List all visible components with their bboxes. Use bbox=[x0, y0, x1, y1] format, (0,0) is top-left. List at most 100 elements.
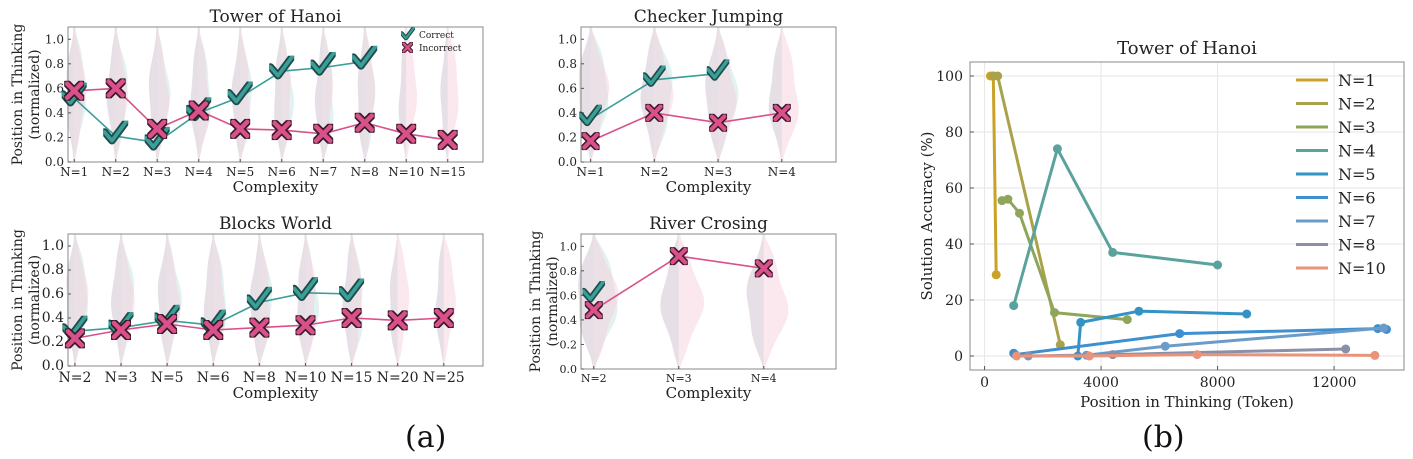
legend-incorrect-icon bbox=[404, 44, 412, 52]
y-tick-label: 0.8 bbox=[42, 262, 64, 278]
incorrect-marker bbox=[150, 122, 164, 136]
legend-correct-label: Correct bbox=[419, 31, 454, 41]
y-tick-label: 0.6 bbox=[42, 286, 64, 302]
density-correct bbox=[654, 27, 673, 162]
y-tick-label: 0.4 bbox=[560, 314, 578, 327]
series-point bbox=[1009, 301, 1019, 311]
x-tick-label: N=3 bbox=[666, 372, 692, 385]
density-incorrect bbox=[281, 27, 291, 162]
x-tick-label: N=5 bbox=[226, 165, 254, 179]
density-incorrect bbox=[213, 234, 226, 366]
incorrect-marker bbox=[358, 116, 372, 130]
legend-label: N=2 bbox=[1338, 95, 1376, 114]
x-tick-label: N=25 bbox=[423, 370, 465, 386]
incorrect-marker bbox=[648, 107, 661, 120]
y-tick-label: 1.0 bbox=[42, 238, 64, 254]
y-axis-label: Position in Thinking bbox=[10, 24, 26, 166]
series-point bbox=[1076, 317, 1086, 327]
incorrect-marker bbox=[233, 122, 247, 136]
density-overlap bbox=[746, 234, 764, 369]
series-line bbox=[1076, 309, 1247, 357]
series-point bbox=[1242, 309, 1252, 319]
y-tick-label: 0.2 bbox=[558, 130, 577, 144]
x-tick-label: 12000 bbox=[1312, 375, 1357, 391]
y-tick-label: 20 bbox=[945, 293, 963, 309]
density-incorrect bbox=[443, 234, 456, 366]
incorrect-marker bbox=[275, 123, 289, 137]
density-overlap bbox=[357, 27, 365, 162]
x-tick-label: N=2 bbox=[102, 165, 130, 179]
legend-label: N=8 bbox=[1338, 236, 1376, 255]
series-point bbox=[1003, 194, 1013, 204]
x-tick-label: N=15 bbox=[430, 165, 466, 179]
incorrect-marker bbox=[192, 104, 206, 118]
x-tick-label: N=4 bbox=[751, 372, 777, 385]
legend-label: N=7 bbox=[1338, 212, 1376, 231]
x-tick-label: N=10 bbox=[285, 370, 327, 386]
density-incorrect bbox=[654, 27, 674, 162]
chart-hanoi-a: 0.0 0.2 0.4 0.6 0.8 1.0 N=1 N=2 N=3 N=4 N=5 N=6 N=7 N… bbox=[10, 7, 484, 196]
x-axis-label: Complexity bbox=[233, 384, 319, 402]
chart-blocks-a: 0.0 0.2 0.4 0.6 0.8 1.0 N=2 N=3 N=5 N=6 N=8 N=10 N=1… bbox=[10, 214, 484, 402]
y-tick-label: 1.0 bbox=[45, 32, 64, 46]
incorrect-marker bbox=[673, 250, 686, 263]
density-overlap bbox=[640, 27, 655, 162]
density-incorrect bbox=[781, 27, 799, 162]
incorrect-marker bbox=[776, 107, 789, 120]
density-correct bbox=[593, 234, 618, 369]
density-overlap bbox=[435, 234, 444, 366]
density-overlap bbox=[274, 27, 282, 162]
series-point bbox=[991, 270, 1001, 280]
incorrect-marker bbox=[206, 323, 220, 337]
incorrect-marker bbox=[67, 84, 81, 98]
incorrect-marker bbox=[588, 304, 601, 317]
series-point bbox=[993, 71, 1003, 81]
density-incorrect bbox=[121, 234, 135, 366]
incorrect-marker bbox=[441, 133, 455, 147]
legend-correct-icon bbox=[402, 27, 415, 38]
series-line bbox=[1016, 353, 1375, 358]
series-point bbox=[1370, 350, 1380, 360]
chart-river-a: 0.0 0.2 0.4 0.6 0.8 1.0 N=2 N=3 N=4 River Crosing… bbox=[528, 214, 837, 402]
x-tick-label: N=3 bbox=[105, 370, 138, 386]
x-tick-label: N=6 bbox=[197, 370, 230, 386]
y-axis-label: (normalized) bbox=[27, 49, 43, 139]
density-incorrect bbox=[678, 234, 705, 369]
series-point bbox=[1192, 350, 1202, 360]
density-incorrect bbox=[763, 234, 789, 369]
y-tick-label: 40 bbox=[945, 237, 963, 253]
y-axis-label: (normalized) bbox=[545, 256, 561, 346]
y-tick-label: 1.0 bbox=[558, 32, 577, 46]
y-tick-label: 0.0 bbox=[560, 363, 578, 376]
chart-title: Checker Jumping bbox=[634, 7, 784, 27]
density-overlap bbox=[660, 234, 679, 369]
incorrect-marker bbox=[114, 323, 128, 337]
density-incorrect bbox=[718, 27, 737, 162]
x-tick-label: N=15 bbox=[331, 370, 373, 386]
incorrect-marker bbox=[758, 262, 771, 275]
density-overlap bbox=[190, 27, 199, 162]
y-axis-label: Position in Thinking bbox=[10, 229, 26, 371]
x-tick-label: N=1 bbox=[576, 165, 604, 179]
x-tick-label: N=2 bbox=[640, 165, 668, 179]
x-tick-label: 4000 bbox=[1083, 375, 1119, 391]
x-tick-label: N=7 bbox=[309, 165, 337, 179]
y-tick-label: 0.2 bbox=[45, 130, 64, 144]
chart-title: Blocks World bbox=[219, 214, 332, 234]
caption-b: (b) bbox=[1142, 420, 1185, 455]
y-tick-label: 80 bbox=[945, 125, 963, 141]
incorrect-marker bbox=[437, 311, 451, 325]
incorrect-marker bbox=[316, 127, 330, 141]
x-tick-label: N=20 bbox=[377, 370, 419, 386]
x-axis-label: Complexity bbox=[666, 178, 752, 196]
y-tick-label: 0.6 bbox=[45, 81, 64, 95]
series-point bbox=[1084, 351, 1094, 361]
x-tick-label: N=8 bbox=[243, 370, 276, 386]
legend-label: N=3 bbox=[1338, 118, 1376, 137]
density-incorrect bbox=[447, 27, 459, 162]
series-point bbox=[1015, 208, 1024, 218]
y-tick-label: 0.8 bbox=[45, 57, 64, 71]
y-tick-label: 0.8 bbox=[558, 57, 577, 71]
density-correct bbox=[351, 234, 363, 366]
